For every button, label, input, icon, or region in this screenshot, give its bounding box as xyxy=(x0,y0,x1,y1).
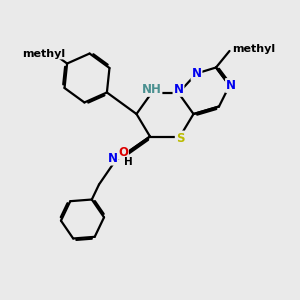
Text: N: N xyxy=(107,152,118,165)
Text: methyl: methyl xyxy=(232,44,275,55)
Text: N: N xyxy=(173,83,184,96)
Text: S: S xyxy=(176,131,184,145)
Text: N: N xyxy=(191,67,202,80)
Text: H: H xyxy=(124,157,133,167)
Text: methyl: methyl xyxy=(22,49,65,59)
Text: O: O xyxy=(118,146,128,159)
Text: N: N xyxy=(226,79,236,92)
Text: NH: NH xyxy=(142,83,161,96)
